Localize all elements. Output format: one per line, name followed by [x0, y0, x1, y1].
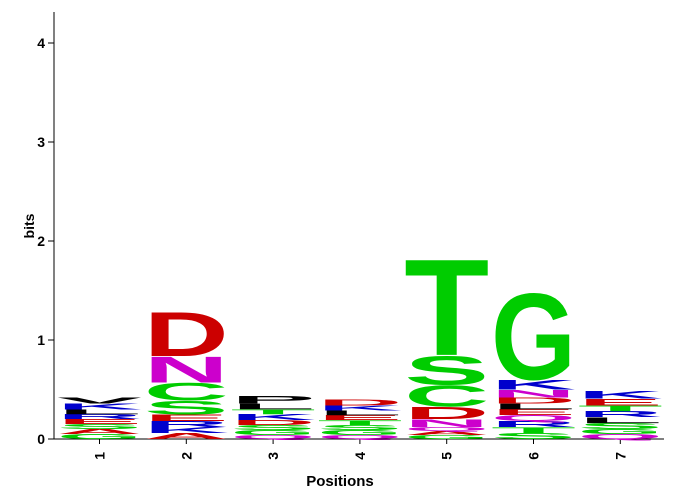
y-tick-label: 1	[37, 332, 45, 348]
logo-letter: Q	[231, 434, 316, 440]
y-axis-label: bits	[21, 213, 37, 238]
logo-letter: D	[404, 403, 489, 423]
logo-letter: K	[231, 413, 316, 422]
logo-letter: D	[491, 396, 576, 405]
logo-letter: G	[317, 429, 402, 437]
logo-letter: T	[404, 231, 489, 384]
logo-letter: C	[144, 378, 229, 406]
logo-letter: A	[57, 428, 142, 436]
logo-letter: D	[144, 298, 229, 369]
logo-letter: A	[404, 430, 489, 436]
x-axis-label: Positions	[306, 473, 374, 490]
x-tick-label: 3	[265, 452, 281, 460]
logo-letter: T	[317, 419, 402, 427]
y-tick-label: 3	[37, 134, 45, 150]
logo-letter: S	[491, 432, 576, 441]
logo-letter: C	[404, 379, 489, 413]
logo-letter: T	[231, 408, 316, 416]
y-tick-label: 2	[37, 233, 45, 249]
logo-letter: G	[57, 433, 142, 441]
logo-letter: S	[144, 397, 229, 418]
logo-letter: L	[491, 402, 576, 411]
logo-letter: A	[144, 432, 229, 441]
logo-letter: P	[231, 394, 316, 406]
logo-letter: K	[578, 389, 663, 401]
logo-letter: N	[404, 417, 489, 429]
logo-letter: K	[57, 402, 142, 411]
x-tick-label: 1	[92, 452, 108, 460]
logo-letter: L	[231, 402, 316, 411]
logo-letter: G	[491, 267, 576, 406]
logo-letter: K	[491, 377, 576, 392]
logo-letter: N	[144, 349, 229, 390]
logo-letter: Q	[317, 434, 402, 440]
logo-letter: S	[317, 424, 402, 432]
logo-letter: S	[231, 424, 316, 432]
x-tick-label: 4	[352, 452, 368, 460]
logo-letter: S	[404, 348, 489, 394]
logo-letter: T	[491, 426, 576, 435]
logo-letter: R	[578, 410, 663, 419]
logo-letter: D	[231, 419, 316, 427]
logo-letter: N	[491, 388, 576, 400]
logo-letter: R	[144, 420, 229, 429]
logo-letter: K	[144, 426, 229, 435]
x-tick-label: 6	[526, 452, 542, 460]
x-tick-label: 5	[439, 452, 455, 460]
logo-letter: R	[491, 420, 576, 429]
logo-letter: G	[404, 434, 489, 440]
logo-letter: S	[57, 423, 142, 431]
logo-letter: T	[578, 404, 663, 413]
logo-letter: G	[578, 428, 663, 436]
y-tick-label: 0	[37, 431, 45, 447]
logo-letter: E	[144, 413, 229, 424]
logo-letter: S	[578, 422, 663, 431]
x-tick-label: 7	[612, 452, 628, 460]
logo-letter: L	[578, 416, 663, 425]
x-tick-label: 2	[178, 452, 194, 460]
logo-letter: L	[317, 409, 402, 417]
y-tick-label: 4	[37, 35, 45, 51]
logo-letter: L	[57, 408, 142, 416]
logo-letter: E	[317, 414, 402, 422]
logo-letter: D	[317, 398, 402, 407]
logo-letter: R	[57, 413, 142, 421]
logo-letter: V	[57, 396, 142, 405]
logo-letter: G	[231, 429, 316, 437]
logo-letter: E	[578, 397, 663, 408]
logo-letter: Q	[491, 414, 576, 423]
logo-letter: Q	[404, 426, 489, 432]
logo-letter: E	[491, 408, 576, 417]
logo-letter: K	[317, 404, 402, 412]
logo-letter: Q	[578, 433, 663, 441]
logo-letter: E	[57, 418, 142, 426]
